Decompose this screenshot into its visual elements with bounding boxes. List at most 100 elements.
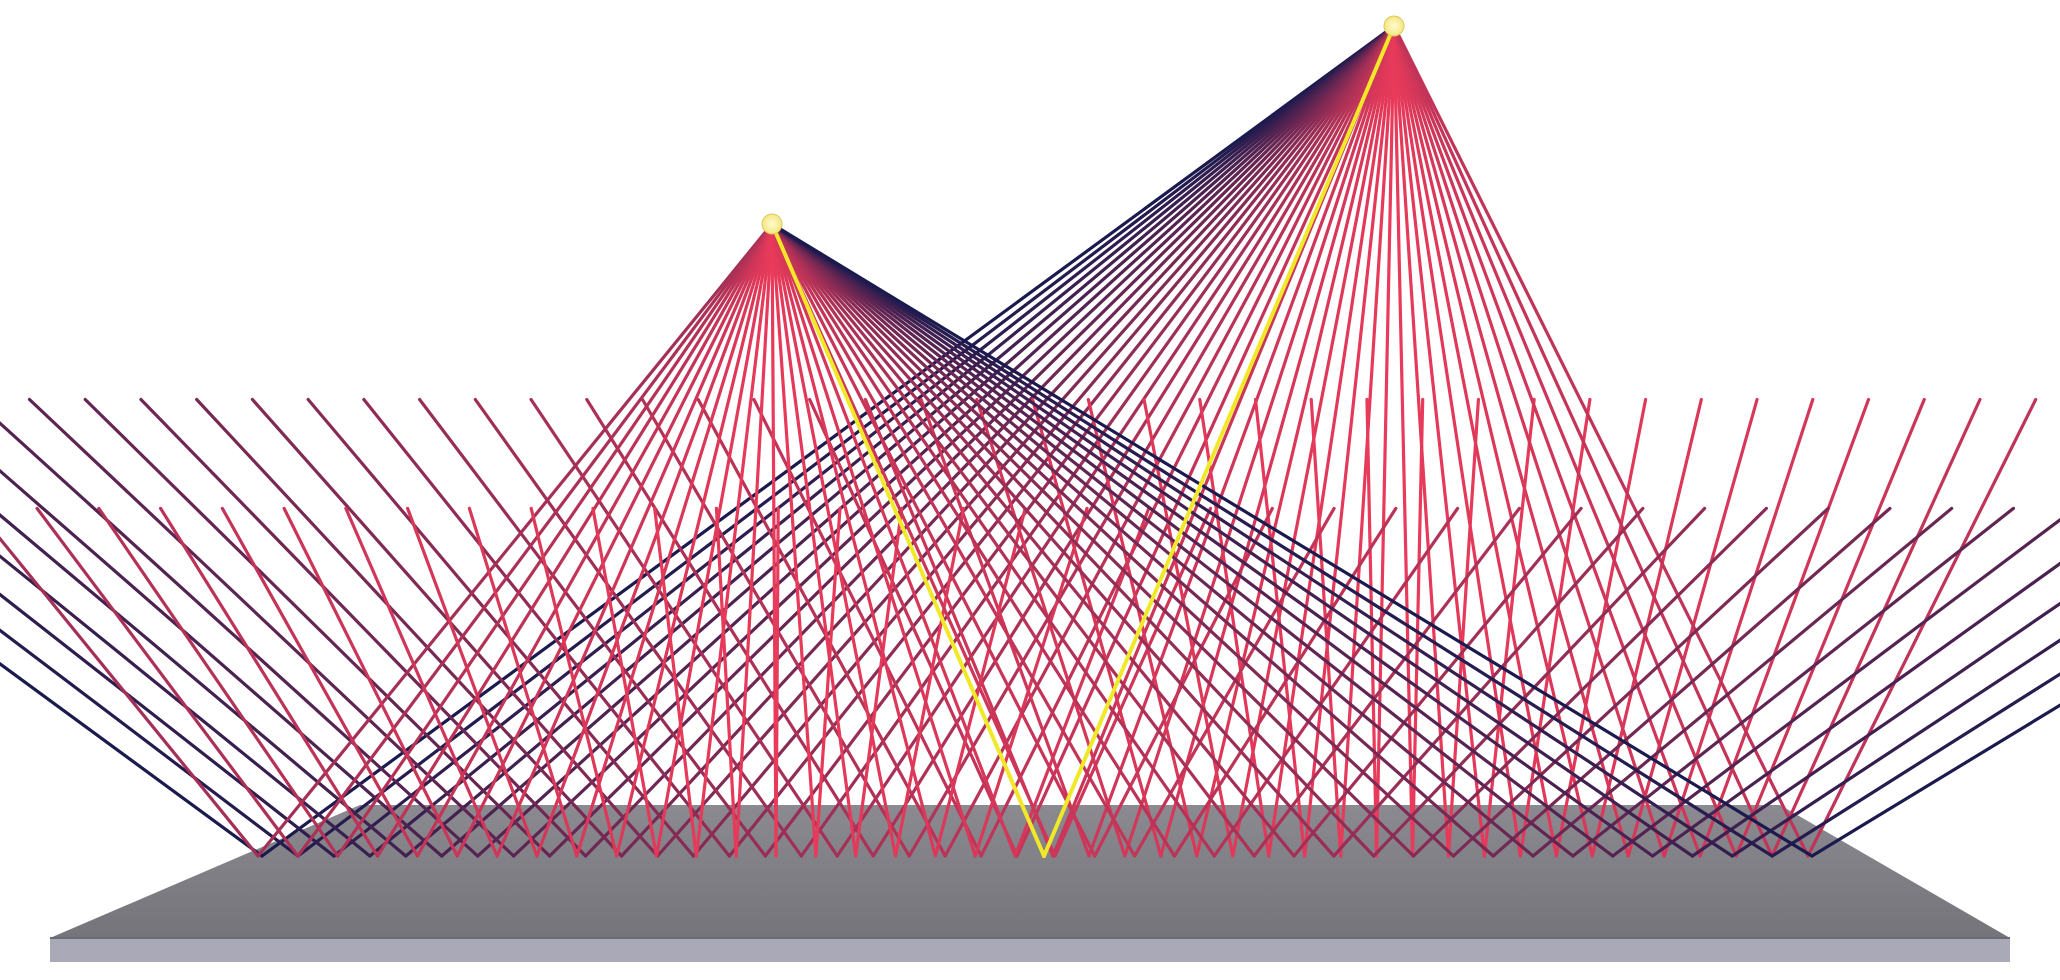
ray-left-incident — [770, 222, 1575, 858]
ray-left-incident — [770, 222, 898, 858]
ray-right-reflected — [1142, 397, 1235, 858]
ray-left-reflected — [1810, 703, 2060, 858]
ray-left-reflected — [1133, 506, 1336, 858]
ray-right-reflected — [1253, 397, 1307, 858]
ray-left-incident — [615, 222, 774, 858]
ray-left-incident — [770, 222, 1734, 858]
ray-left-reflected — [282, 506, 459, 858]
ray-right-reflected — [752, 397, 983, 858]
ray-right-incident — [548, 24, 1396, 858]
ray-left-reflected — [1531, 506, 1954, 858]
ray-right-reflected — [0, 421, 480, 858]
ray-right-incident — [1392, 24, 1522, 858]
ray-left-incident — [770, 222, 1296, 858]
ground-plate — [50, 805, 2010, 962]
ray-left-incident — [770, 222, 1535, 858]
ray-left-reflected — [854, 506, 904, 858]
ray-left-incident — [770, 222, 1216, 858]
ray-left-reflected — [714, 506, 738, 858]
ray-left-reflected — [774, 506, 780, 858]
ray-left-reflected — [220, 506, 419, 858]
ray-right-incident — [655, 24, 1396, 858]
ray-left-incident — [770, 222, 1495, 858]
ray-right-incident — [871, 24, 1396, 858]
ray-left-incident — [770, 222, 1336, 858]
ray-left-incident — [336, 222, 774, 858]
ray-left-incident — [375, 222, 774, 858]
highlight-segment-2 — [1042, 24, 1396, 858]
ray-right-reflected — [417, 397, 767, 858]
ray-right-incident — [440, 24, 1396, 858]
plate-front — [50, 938, 2010, 962]
ray-left-incident — [770, 222, 1814, 858]
ray-right-reflected — [0, 554, 372, 858]
ray-right-reflected — [195, 397, 624, 858]
ray-left-reflected — [529, 506, 619, 858]
ray-right-incident — [1392, 24, 1487, 858]
ray-right-incident — [1374, 24, 1396, 858]
ray-right-reflected — [1030, 397, 1163, 858]
ray-right-incident — [1392, 24, 1451, 858]
ray-right-reflected — [1365, 397, 1379, 858]
ray-right-incident — [943, 24, 1396, 858]
ray-left-incident — [770, 222, 818, 858]
ray-left-reflected — [158, 506, 380, 858]
ray-left-reflected — [1651, 561, 2060, 858]
ray-right-reflected — [27, 397, 516, 858]
ray-left-reflected — [1093, 506, 1274, 858]
ray-right-incident — [1087, 24, 1396, 858]
ray-right-incident — [1392, 24, 1666, 858]
ray-left-reflected — [344, 506, 499, 858]
ray-left-reflected — [814, 506, 842, 858]
ray-left-reflected — [1212, 506, 1460, 858]
ray-left-incident — [770, 222, 1177, 858]
ray-right-reflected — [1734, 397, 1926, 858]
ray-left-incident — [770, 222, 1416, 858]
ray-left-incident — [535, 222, 774, 858]
ray-left-incident — [654, 222, 774, 858]
ray-right-reflected — [473, 397, 803, 858]
ray-right-reflected — [0, 661, 264, 858]
ray-left-incident — [770, 222, 1097, 858]
ray-left-reflected — [1770, 672, 2060, 858]
ray-right-reflected — [975, 397, 1127, 858]
ray-right-reflected — [0, 592, 336, 858]
ray-left-reflected — [893, 506, 966, 858]
ray-left-reflected — [1611, 517, 2060, 858]
ray-left-incident — [770, 222, 1376, 858]
ray-left-reflected — [467, 506, 579, 858]
ray-left-reflected — [1730, 638, 2060, 858]
ray-right-reflected — [808, 397, 1019, 858]
highlight-segment-1 — [770, 222, 1046, 858]
ray-left-incident — [256, 222, 774, 858]
ray-left-incident — [770, 222, 1695, 858]
ray-right-incident — [1392, 24, 1630, 858]
light-source-left — [761, 213, 783, 235]
ray-left-reflected — [97, 506, 340, 858]
ray-left-incident — [770, 222, 1256, 858]
ray-right-incident — [1303, 24, 1396, 858]
plate-top — [50, 805, 2010, 938]
ray-fan-right — [0, 24, 2038, 858]
ray-left-incident — [770, 222, 977, 858]
ray-right-incident — [1392, 24, 1558, 858]
ray-left-incident — [770, 222, 858, 858]
ray-right-reflected — [83, 397, 552, 858]
ray-left-reflected — [0, 536, 260, 858]
ray-right-reflected — [0, 468, 444, 858]
ray-right-incident — [296, 24, 1396, 858]
ray-left-reflected — [1332, 506, 1645, 858]
ray-left-incident — [734, 222, 774, 858]
ray-right-incident — [979, 24, 1396, 858]
ray-right-reflected — [1770, 397, 1982, 858]
ray-left-reflected — [1690, 601, 2060, 858]
ray-right-reflected — [1554, 397, 1648, 858]
ray-left-incident — [575, 222, 774, 858]
ray-right-incident — [1392, 24, 1738, 858]
ray-left-reflected — [1013, 506, 1151, 858]
ray-left-incident — [455, 222, 774, 858]
ray-left-reflected — [1491, 506, 1892, 858]
ray-left-incident — [770, 222, 937, 858]
ray-right-incident — [1392, 24, 1810, 858]
ray-right-incident — [404, 24, 1396, 858]
